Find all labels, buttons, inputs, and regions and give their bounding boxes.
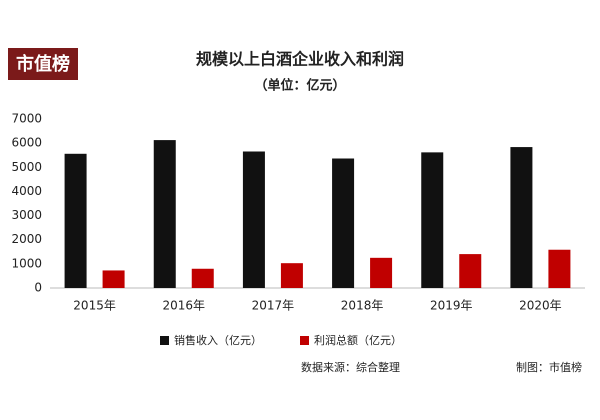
y-tick-label: 2000 bbox=[11, 232, 42, 246]
y-tick-label: 3000 bbox=[11, 208, 42, 222]
bar bbox=[102, 270, 125, 288]
legend-label: 利润总额（亿元） bbox=[314, 333, 402, 347]
x-tick-label: 2015年 bbox=[73, 299, 116, 313]
bar bbox=[510, 147, 533, 288]
bar bbox=[548, 249, 571, 288]
y-tick-label: 7000 bbox=[11, 112, 42, 126]
bar bbox=[280, 263, 303, 288]
bar bbox=[242, 151, 265, 288]
bar bbox=[64, 153, 87, 288]
logo: 市值榜 bbox=[16, 53, 70, 75]
bar bbox=[332, 158, 355, 288]
legend-swatch bbox=[160, 336, 169, 345]
credit: 制图：市值榜 bbox=[516, 360, 582, 374]
chart-subtitle: （单位：亿元） bbox=[254, 78, 345, 94]
y-tick-label: 0 bbox=[34, 281, 42, 295]
y-tick-label: 1000 bbox=[11, 256, 42, 270]
legend-swatch bbox=[300, 336, 309, 345]
x-tick-label: 2017年 bbox=[252, 299, 295, 313]
y-tick-label: 4000 bbox=[11, 184, 42, 198]
x-tick-label: 2020年 bbox=[519, 299, 562, 313]
logo-box bbox=[8, 48, 78, 80]
chart-title: 规模以上白酒企业收入和利润 bbox=[196, 50, 404, 69]
legend-label: 销售收入（亿元） bbox=[174, 333, 262, 347]
x-tick-label: 2016年 bbox=[162, 299, 205, 313]
y-tick-label: 5000 bbox=[11, 160, 42, 174]
bar bbox=[153, 140, 176, 288]
source: 数据来源：综合整理 bbox=[301, 360, 400, 374]
x-tick-label: 2018年 bbox=[341, 299, 384, 313]
y-tick-label: 6000 bbox=[11, 136, 42, 150]
bar bbox=[459, 254, 482, 288]
x-tick-label: 2019年 bbox=[430, 299, 473, 313]
bar bbox=[370, 257, 393, 288]
bar bbox=[191, 268, 214, 288]
bar bbox=[421, 152, 444, 288]
